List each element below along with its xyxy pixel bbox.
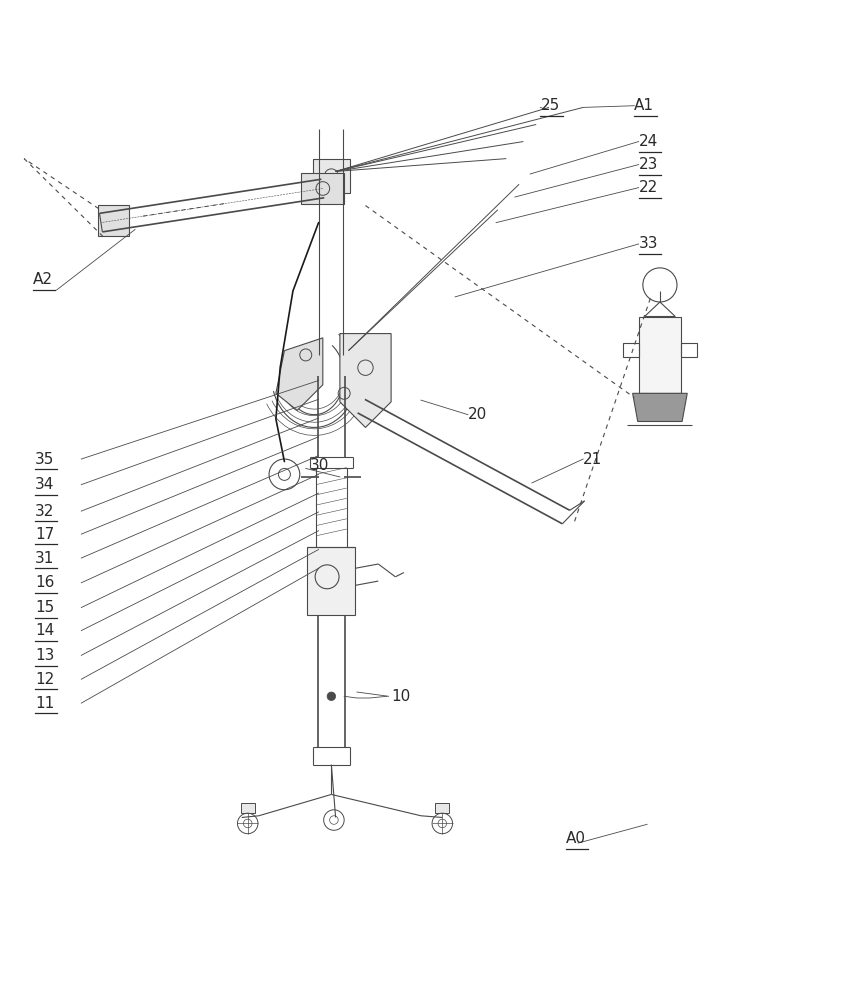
Text: 33: 33: [638, 236, 658, 251]
Text: 30: 30: [310, 458, 329, 473]
Text: 12: 12: [35, 672, 54, 687]
Text: 25: 25: [540, 98, 560, 113]
Text: 13: 13: [35, 648, 55, 663]
Text: 34: 34: [35, 477, 55, 492]
Text: 16: 16: [35, 575, 55, 590]
Text: 15: 15: [35, 600, 54, 615]
Text: 10: 10: [391, 689, 411, 704]
Text: 24: 24: [638, 134, 658, 149]
Text: 22: 22: [638, 180, 658, 195]
Text: 17: 17: [35, 527, 54, 542]
Text: 32: 32: [35, 504, 55, 519]
Text: A1: A1: [634, 98, 655, 113]
Bar: [241, 803, 254, 813]
Bar: [638, 317, 681, 393]
Text: 23: 23: [638, 157, 658, 172]
Polygon shape: [340, 334, 391, 427]
Polygon shape: [276, 338, 323, 410]
Bar: [308, 547, 356, 615]
Bar: [302, 173, 344, 204]
Text: 35: 35: [35, 452, 55, 467]
Circle shape: [327, 692, 336, 701]
Bar: [624, 343, 638, 357]
Text: A0: A0: [566, 831, 586, 846]
Bar: [681, 343, 697, 357]
Bar: [98, 205, 129, 236]
Text: 20: 20: [468, 407, 487, 422]
Text: 21: 21: [583, 452, 602, 467]
Polygon shape: [632, 393, 687, 421]
Text: 31: 31: [35, 551, 55, 566]
Text: 11: 11: [35, 696, 54, 711]
Bar: [436, 803, 449, 813]
Bar: [313, 159, 350, 193]
Text: 14: 14: [35, 623, 54, 638]
Text: A2: A2: [33, 272, 52, 287]
